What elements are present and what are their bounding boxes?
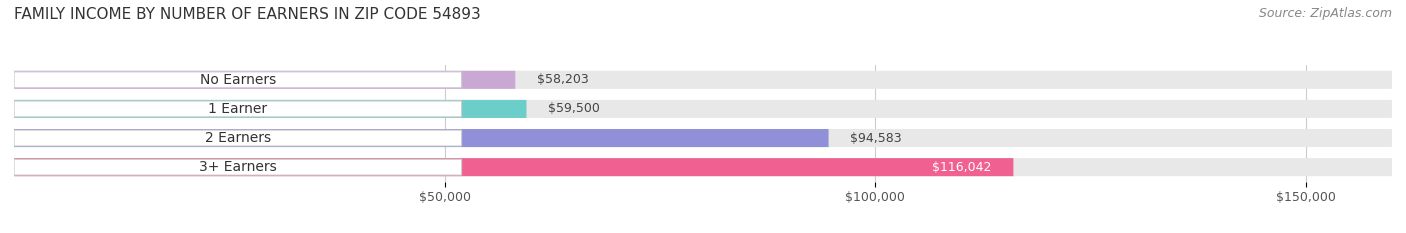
Text: $58,203: $58,203 [537, 73, 589, 86]
FancyBboxPatch shape [14, 129, 828, 147]
FancyBboxPatch shape [14, 100, 1392, 118]
Text: 3+ Earners: 3+ Earners [200, 160, 277, 174]
Text: $94,583: $94,583 [851, 132, 901, 144]
FancyBboxPatch shape [14, 130, 461, 146]
FancyBboxPatch shape [14, 158, 1014, 176]
FancyBboxPatch shape [14, 159, 461, 175]
FancyBboxPatch shape [14, 158, 1392, 176]
FancyBboxPatch shape [14, 129, 1392, 147]
Text: $116,042: $116,042 [932, 161, 991, 174]
Text: FAMILY INCOME BY NUMBER OF EARNERS IN ZIP CODE 54893: FAMILY INCOME BY NUMBER OF EARNERS IN ZI… [14, 7, 481, 22]
Text: 2 Earners: 2 Earners [205, 131, 271, 145]
FancyBboxPatch shape [14, 100, 526, 118]
Text: No Earners: No Earners [200, 73, 276, 87]
FancyBboxPatch shape [14, 71, 1392, 89]
FancyBboxPatch shape [14, 71, 515, 89]
Text: $59,500: $59,500 [548, 103, 600, 115]
FancyBboxPatch shape [14, 72, 461, 88]
Text: Source: ZipAtlas.com: Source: ZipAtlas.com [1258, 7, 1392, 20]
Text: 1 Earner: 1 Earner [208, 102, 267, 116]
FancyBboxPatch shape [14, 101, 461, 117]
